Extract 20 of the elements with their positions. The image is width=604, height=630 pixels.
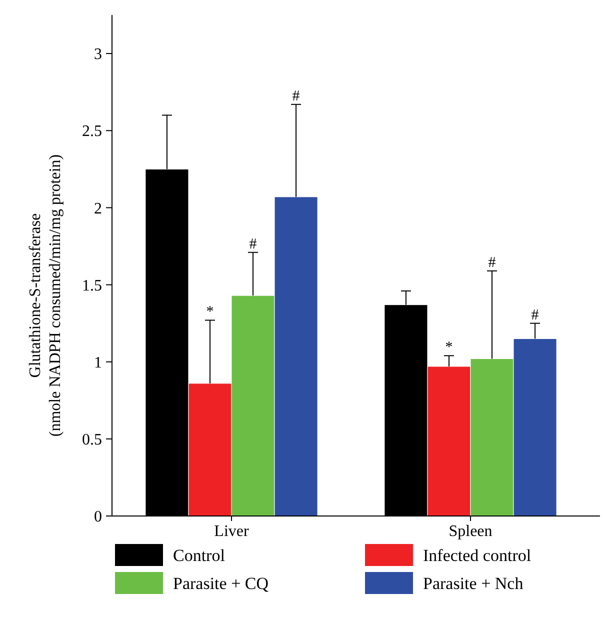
y-tick-label: 2.5 [82,123,102,140]
legend-label: Parasite + Nch [423,574,524,593]
legend-label: Parasite + CQ [173,574,269,593]
y-tick-label: 0 [94,508,102,526]
legend-label: Infected control [423,546,532,565]
annotation: * [445,340,453,356]
x-tick-label: Spleen [448,523,492,540]
annotation: # [292,88,300,104]
y-tick-label: 3 [94,46,102,64]
y-axis-title: Glutathione-S-transferase (nmole NADPH consumed/min/mg protein) [27,154,64,437]
y-tick-label: 1.5 [82,277,102,294]
legend-label: Control [173,546,226,565]
x-tick-label: Liver [214,523,250,540]
annotation: # [488,254,496,271]
annotation: # [531,307,540,324]
annotation: * [206,304,214,320]
y-tick-label: 0.5 [82,432,102,449]
y-tick-label: 1 [94,354,102,372]
annotation: # [249,236,258,252]
y-tick-label: 2 [94,200,102,218]
